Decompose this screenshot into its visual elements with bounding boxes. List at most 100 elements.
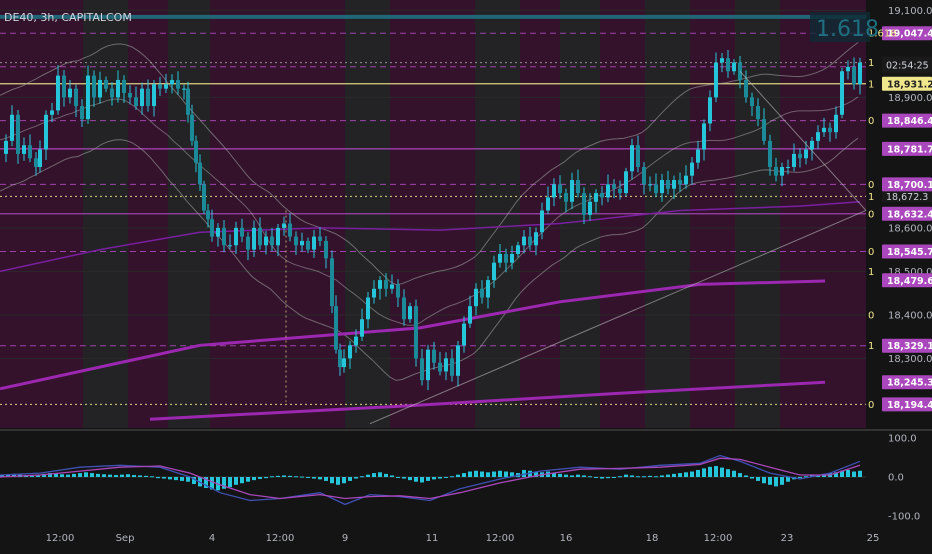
macd-histogram-bar	[774, 477, 778, 487]
price-badge-label: 18,479.6	[887, 276, 932, 287]
price-badge-label: 18,700.1	[887, 180, 932, 191]
macd-histogram-bar	[294, 476, 298, 478]
candle-body	[498, 253, 502, 263]
macd-histogram-bar	[564, 474, 568, 477]
candle-body	[270, 236, 274, 246]
macd-histogram-bar	[192, 477, 196, 485]
price-label: 18,672.3	[886, 192, 928, 203]
fib-ratio-label: 1	[868, 341, 874, 352]
price-badge-label: 19,047.4	[887, 29, 932, 40]
candle-body	[22, 145, 26, 154]
price-badge	[882, 76, 932, 91]
macd-histogram-bar	[6, 474, 10, 477]
price-badge	[882, 141, 932, 156]
candle-body	[10, 114, 14, 141]
candle-body	[468, 306, 472, 324]
candle-body	[510, 253, 514, 263]
candle-body	[80, 106, 84, 120]
candle-body	[702, 123, 706, 150]
candle-body	[396, 284, 400, 298]
macd-histogram-bar	[648, 475, 652, 477]
signal-line	[0, 457, 861, 500]
macd-histogram-bar	[138, 475, 142, 477]
countdown-badge: 02:54:25	[882, 58, 932, 72]
candlesticks	[4, 49, 862, 391]
moving-averages	[0, 201, 861, 421]
candle-body	[324, 240, 328, 259]
macd-histogram-bar	[378, 472, 382, 477]
macd-histogram-bar	[186, 477, 190, 482]
candle-body	[190, 114, 194, 141]
candle-body	[330, 258, 334, 307]
candle-body	[104, 79, 108, 89]
macd-histogram-bar	[114, 475, 118, 477]
candle-body	[612, 184, 616, 189]
candle-body	[206, 210, 210, 220]
candle-body	[636, 145, 640, 167]
y-tick-label: 19,100.0	[888, 6, 932, 17]
macd-histogram-bar	[414, 477, 418, 482]
candle-body	[338, 349, 342, 368]
candle-body	[158, 84, 162, 89]
macd-tick-label: 0.0	[888, 473, 904, 484]
candle-body	[276, 227, 280, 246]
macd-histogram-bar	[666, 474, 670, 477]
candle-body	[140, 88, 144, 107]
macd-histogram-bar	[90, 473, 94, 477]
macd-histogram-bar	[210, 477, 214, 490]
macd-histogram-bar	[96, 473, 100, 477]
macd-histogram-bar	[330, 477, 334, 484]
candle-body	[194, 140, 198, 163]
fib-ratio-label: 1	[868, 58, 874, 69]
candle-body	[744, 79, 748, 98]
macd-histogram-bar	[738, 473, 742, 477]
macd-histogram-bar	[240, 477, 244, 484]
macd-histogram-bar	[636, 476, 640, 478]
price-badge	[882, 113, 932, 128]
candle-body	[714, 62, 718, 98]
fib-ratio-label: 0	[868, 247, 874, 258]
x-tick-label: 11	[426, 533, 439, 544]
macd-histogram-bar	[318, 477, 322, 480]
candle-body	[390, 284, 394, 289]
mid-band	[0, 96, 859, 326]
macd-histogram-bar	[168, 477, 172, 480]
fib-ratio-label: 1	[868, 79, 874, 90]
macd-histogram-bar	[0, 475, 4, 477]
fib-ratio-label: 0	[868, 310, 874, 321]
macd-histogram-bar	[234, 477, 238, 485]
macd-histogram-bar	[228, 477, 232, 488]
macd-histogram-bar	[726, 469, 730, 477]
macd-histogram-bar	[678, 473, 682, 477]
candle-body	[678, 180, 682, 185]
candle-body	[786, 166, 790, 168]
macd-histogram-bar	[594, 477, 598, 478]
price-badge	[882, 273, 932, 288]
ema-slow-line	[149, 380, 826, 421]
macd-histogram-bar	[570, 475, 574, 477]
candle-body	[372, 288, 376, 298]
x-axis-bg	[0, 524, 932, 550]
candle-body	[606, 184, 610, 198]
candle-body	[360, 319, 364, 337]
macd-histogram-bar	[600, 477, 604, 479]
macd-histogram-bar	[846, 469, 850, 477]
macd-histogram-bar	[366, 474, 370, 477]
candle-body	[432, 349, 436, 363]
candle-body	[450, 358, 454, 376]
macd-histogram-bar	[402, 477, 406, 479]
candle-body	[780, 166, 784, 176]
candle-body	[86, 75, 90, 120]
candle-body	[648, 184, 652, 186]
fib-ratio-text: 1.618	[816, 17, 879, 42]
candle-body	[16, 114, 20, 154]
candle-body	[186, 88, 190, 115]
candle-body	[50, 110, 54, 115]
macd-histogram-bar	[504, 471, 508, 477]
candle-body	[348, 345, 352, 359]
macd-histogram-bar	[150, 476, 154, 478]
trend-line-up	[369, 210, 867, 425]
macd-histogram-bar	[288, 475, 292, 477]
